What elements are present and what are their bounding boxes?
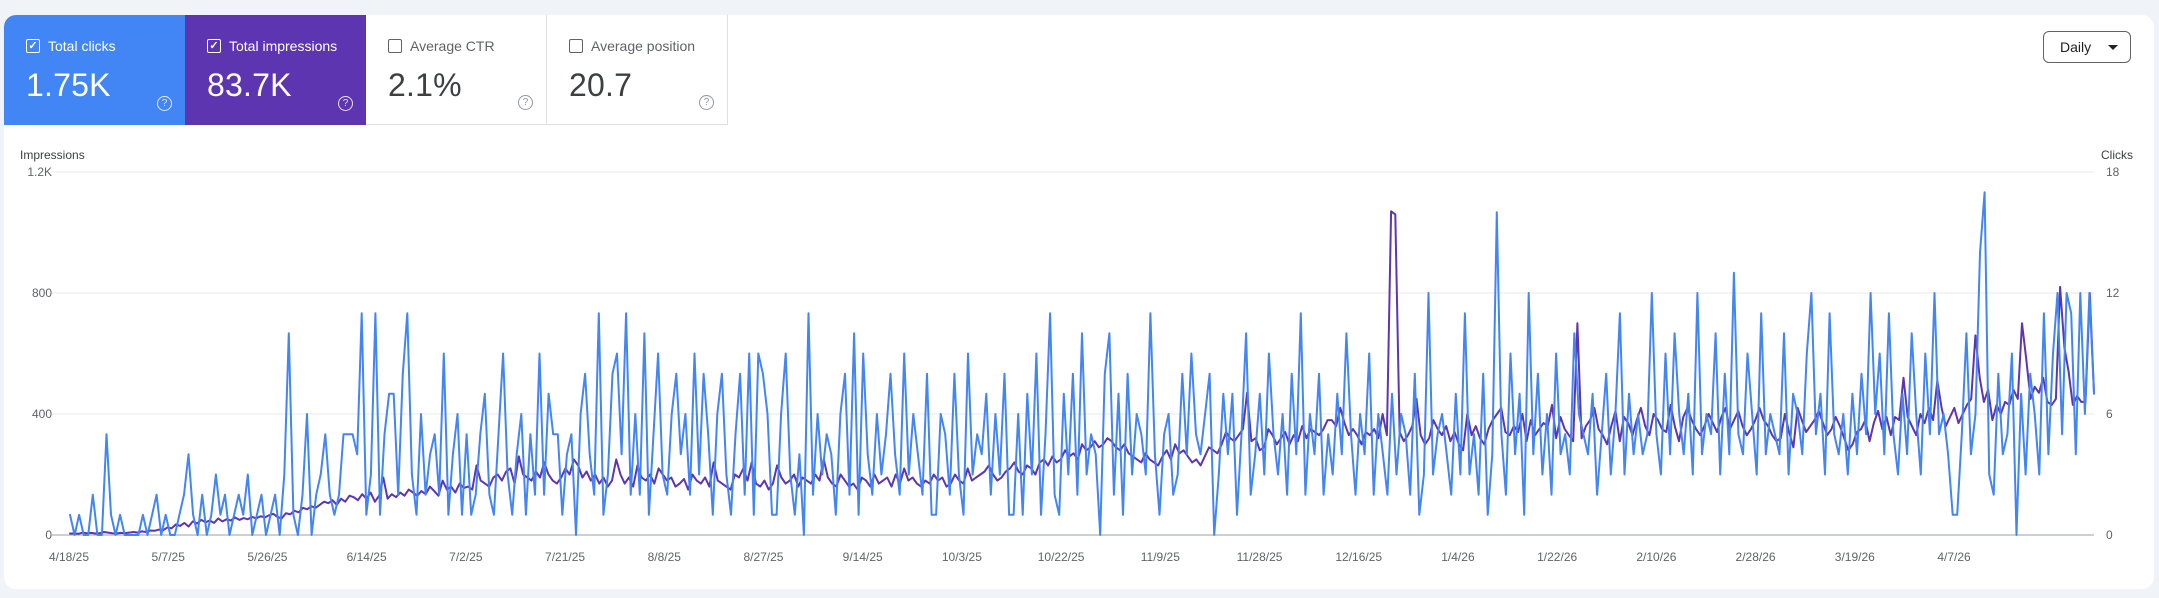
performance-chart: 0 0 400 6 800 12 1.2K 18 Impressions Clicks 4/18/2… xyxy=(20,148,2133,564)
x-tick-label: 11/9/25 xyxy=(1141,550,1180,564)
right-tick-label: 6 xyxy=(2106,407,2113,421)
x-tick-label: 5/26/25 xyxy=(247,550,287,564)
x-tick-label: 2/10/26 xyxy=(1636,550,1676,564)
clicks-series-line xyxy=(69,191,2095,536)
x-tick-label: 10/3/25 xyxy=(942,550,982,564)
left-tick-label: 800 xyxy=(32,286,52,300)
left-axis-title: Impressions xyxy=(20,148,85,162)
x-tick-label: 6/14/25 xyxy=(347,550,387,564)
help-icon[interactable]: ? xyxy=(338,96,353,111)
x-tick-label: 7/21/25 xyxy=(545,550,585,564)
metric-total-impressions[interactable]: ✓ Total impressions 83.7K ? xyxy=(185,15,366,125)
metric-label: Average CTR xyxy=(410,38,495,54)
x-tick-label: 9/14/25 xyxy=(843,550,883,564)
performance-card: ✓ Total clicks 1.75K ? ✓ Total impressio… xyxy=(4,15,2154,589)
right-axis-title: Clicks xyxy=(2101,148,2133,162)
x-tick-label: 2/28/26 xyxy=(1736,550,1776,564)
x-tick-label: 7/2/25 xyxy=(449,550,483,564)
metric-average-ctr[interactable]: Average CTR 2.1% ? xyxy=(366,15,547,125)
x-tick-label: 5/7/25 xyxy=(152,550,186,564)
x-tick-label: 4/18/25 xyxy=(49,550,89,564)
caret-down-icon xyxy=(2108,45,2118,50)
help-icon[interactable]: ? xyxy=(157,96,172,111)
granularity-label: Daily xyxy=(2060,39,2092,55)
metric-label: Total impressions xyxy=(229,38,338,54)
metric-value: 83.7K xyxy=(207,67,292,103)
right-tick-label: 0 xyxy=(2106,528,2113,542)
metric-value: 1.75K xyxy=(26,67,111,103)
x-tick-label: 12/16/25 xyxy=(1335,550,1382,564)
x-tick-label: 10/22/25 xyxy=(1038,550,1085,564)
help-icon[interactable]: ? xyxy=(699,95,714,110)
x-tick-label: 4/7/26 xyxy=(1937,550,1971,564)
x-tick-label: 8/27/25 xyxy=(743,550,783,564)
left-tick-label: 400 xyxy=(32,407,52,421)
metric-label: Total clicks xyxy=(48,38,116,54)
help-icon[interactable]: ? xyxy=(518,95,533,110)
checkbox-unchecked-icon[interactable] xyxy=(569,39,583,53)
x-tick-label: 3/19/26 xyxy=(1835,550,1875,564)
checkbox-unchecked-icon[interactable] xyxy=(388,39,402,53)
metric-average-position[interactable]: Average position 20.7 ? xyxy=(547,15,728,125)
x-tick-label: 1/22/26 xyxy=(1537,550,1577,564)
metric-value: 2.1% xyxy=(388,67,462,103)
checkbox-checked-icon[interactable]: ✓ xyxy=(207,39,221,53)
metric-total-clicks[interactable]: ✓ Total clicks 1.75K ? xyxy=(4,15,185,125)
impressions-series-line xyxy=(69,210,2095,535)
left-tick-label: 1.2K xyxy=(27,165,52,179)
left-tick-label: 0 xyxy=(45,528,52,542)
right-tick-label: 18 xyxy=(2106,165,2120,179)
granularity-dropdown[interactable]: Daily xyxy=(2043,31,2131,63)
x-tick-label: 11/28/25 xyxy=(1237,550,1283,564)
x-tick-label: 8/8/25 xyxy=(648,550,682,564)
metric-label: Average position xyxy=(591,38,696,54)
x-tick-label: 1/4/26 xyxy=(1441,550,1475,564)
checkbox-checked-icon[interactable]: ✓ xyxy=(26,39,40,53)
metric-value: 20.7 xyxy=(569,67,633,103)
right-tick-label: 12 xyxy=(2106,286,2120,300)
